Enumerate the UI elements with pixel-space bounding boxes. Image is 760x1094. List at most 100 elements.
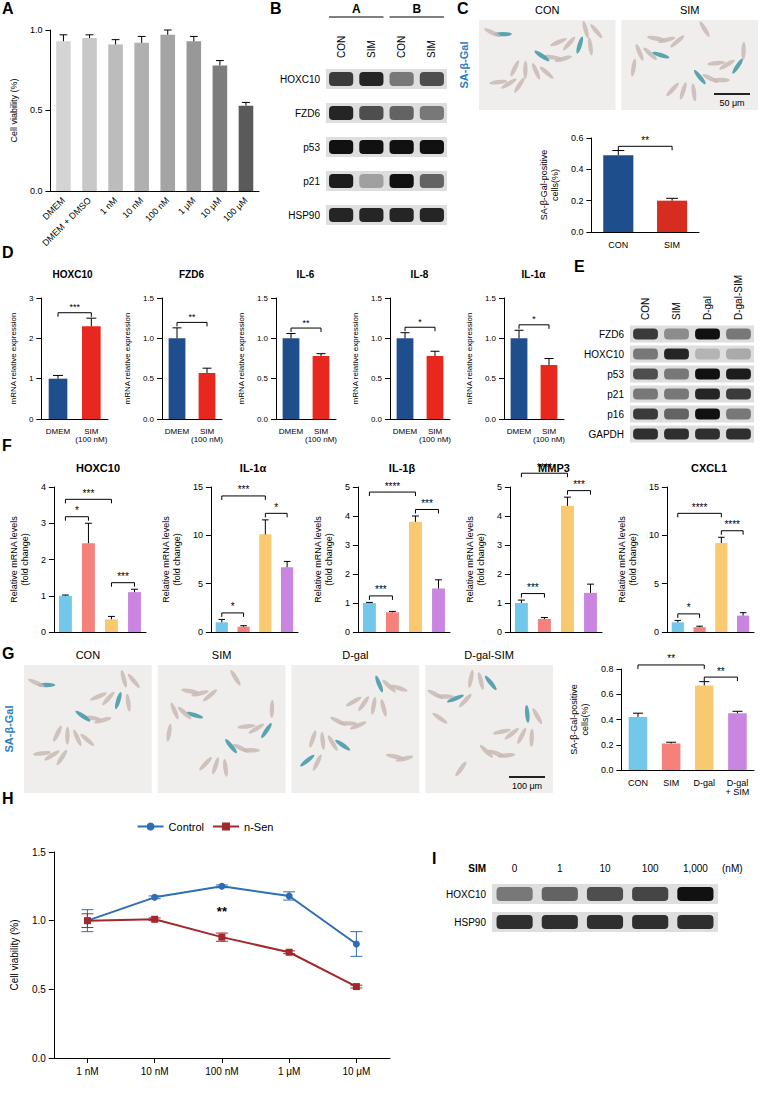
svg-text:CXCL1: CXCL1	[691, 462, 727, 474]
svg-text:2: 2	[41, 555, 46, 565]
svg-text:5: 5	[345, 482, 350, 492]
svg-text:HOXC10: HOXC10	[76, 462, 120, 474]
svg-text:**: **	[189, 312, 197, 322]
svg-text:IL-6: IL-6	[297, 269, 315, 280]
svg-text:SIM: SIM	[366, 40, 377, 58]
svg-text:p21: p21	[303, 176, 320, 187]
svg-text:100: 100	[642, 863, 659, 874]
svg-text:SA-β-Gal: SA-β-Gal	[3, 705, 15, 752]
svg-text:0.0: 0.0	[571, 227, 584, 237]
svg-text:(fold change): (fold change)	[324, 533, 334, 586]
svg-text:*: *	[231, 601, 235, 612]
svg-text:1 μM: 1 μM	[278, 1066, 300, 1077]
svg-text:SIM: SIM	[468, 863, 486, 874]
svg-text:4: 4	[345, 511, 350, 521]
svg-text:mRNA relative expression: mRNA relative expression	[9, 312, 18, 404]
svg-text:0.0: 0.0	[143, 415, 155, 424]
svg-text:(fold change): (fold change)	[476, 533, 486, 586]
svg-text:A: A	[352, 2, 361, 16]
svg-text:0.4: 0.4	[601, 715, 614, 725]
svg-text:0.0: 0.0	[32, 1053, 46, 1064]
svg-text:DMEM + DMSO: DMEM + DMSO	[40, 195, 93, 248]
svg-text:(nM): (nM)	[722, 863, 743, 874]
svg-text:cells(%): cells(%)	[580, 703, 590, 735]
svg-text:B: B	[412, 2, 421, 16]
svg-text:2: 2	[497, 569, 502, 579]
svg-text:SA-β-Gal: SA-β-Gal	[458, 41, 470, 88]
svg-text:1.5: 1.5	[257, 294, 269, 303]
svg-text:SIM: SIM	[680, 4, 700, 16]
svg-text:0.2: 0.2	[601, 740, 614, 750]
svg-text:10 nM: 10 nM	[141, 1066, 169, 1077]
svg-text:0: 0	[512, 863, 518, 874]
svg-text:Relative mRNA levels: Relative mRNA levels	[161, 516, 171, 603]
svg-text:1.0: 1.0	[32, 915, 46, 926]
svg-text:3: 3	[345, 540, 350, 550]
svg-text:(fold change): (fold change)	[20, 533, 30, 586]
svg-text:I: I	[432, 850, 436, 867]
svg-text:Cell viability (%): Cell viability (%)	[9, 78, 19, 142]
svg-text:Control: Control	[169, 821, 204, 833]
svg-text:mRNA relative expression: mRNA relative expression	[465, 312, 474, 404]
svg-text:0: 0	[345, 627, 350, 637]
svg-text:IL-1β: IL-1β	[389, 462, 416, 474]
svg-text:0.6: 0.6	[571, 133, 584, 143]
svg-text:***: ***	[238, 484, 250, 495]
svg-text:C: C	[457, 0, 469, 17]
svg-text:1.0: 1.0	[143, 334, 155, 343]
svg-text:SIM: SIM	[671, 302, 682, 320]
svg-text:cells(%): cells(%)	[550, 169, 560, 201]
svg-text:***: ***	[117, 571, 129, 582]
svg-text:B: B	[270, 0, 282, 17]
svg-text:0.6: 0.6	[601, 689, 614, 699]
svg-text:1.5: 1.5	[32, 847, 46, 858]
svg-text:3: 3	[497, 540, 502, 550]
svg-text:SA-β-Gal-positive: SA-β-Gal-positive	[569, 684, 579, 755]
svg-text:***: ***	[527, 582, 539, 593]
svg-text:IL-8: IL-8	[411, 269, 429, 280]
svg-text:CON: CON	[628, 778, 648, 788]
svg-text:***: ***	[83, 488, 95, 499]
svg-text:Cell viability (%): Cell viability (%)	[9, 919, 20, 990]
svg-text:IL-1α: IL-1α	[240, 462, 267, 474]
svg-text:DMEM: DMEM	[507, 427, 532, 436]
svg-text:100 nM: 100 nM	[205, 1066, 238, 1077]
svg-text:D-gal-SIM: D-gal-SIM	[733, 275, 744, 320]
svg-text:SIM: SIM	[426, 40, 437, 58]
svg-text:1 μM: 1 μM	[176, 195, 197, 216]
svg-text:4: 4	[497, 511, 502, 521]
svg-text:p53: p53	[303, 142, 320, 153]
svg-text:1.0: 1.0	[257, 334, 269, 343]
svg-text:0.0: 0.0	[30, 186, 43, 196]
svg-text:**: **	[217, 904, 228, 919]
svg-text:FZD6: FZD6	[179, 269, 204, 280]
svg-text:100 nM: 100 nM	[143, 195, 171, 223]
svg-text:0: 0	[29, 415, 34, 424]
svg-text:****: ****	[385, 481, 401, 492]
svg-text:10: 10	[193, 530, 203, 540]
svg-text:HSP90: HSP90	[288, 210, 320, 221]
svg-text:0.5: 0.5	[371, 374, 383, 383]
svg-text:FZD6: FZD6	[295, 108, 320, 119]
svg-text:0: 0	[497, 627, 502, 637]
svg-text:10 nM: 10 nM	[120, 195, 145, 220]
svg-text:15: 15	[193, 482, 203, 492]
svg-text:0.5: 0.5	[485, 374, 497, 383]
svg-text:10: 10	[599, 863, 611, 874]
svg-text:CON: CON	[76, 649, 101, 661]
svg-text:SIM: SIM	[664, 240, 680, 250]
svg-text:p16: p16	[607, 409, 624, 420]
svg-text:0.2: 0.2	[571, 196, 584, 206]
svg-text:0.0: 0.0	[371, 415, 383, 424]
svg-text:mRNA relative expression: mRNA relative expression	[237, 312, 246, 404]
svg-text:10 μM: 10 μM	[342, 1066, 370, 1077]
svg-text:0.5: 0.5	[257, 374, 269, 383]
svg-text:0.8: 0.8	[601, 664, 614, 674]
svg-text:DMEM: DMEM	[46, 427, 71, 436]
svg-text:0.0: 0.0	[485, 415, 497, 424]
svg-text:E: E	[574, 258, 585, 275]
svg-text:IL-1α: IL-1α	[522, 269, 547, 280]
svg-text:Relative mRNA levels: Relative mRNA levels	[465, 516, 475, 603]
svg-text:0.4: 0.4	[571, 164, 584, 174]
svg-text:50 μm: 50 μm	[719, 98, 744, 108]
